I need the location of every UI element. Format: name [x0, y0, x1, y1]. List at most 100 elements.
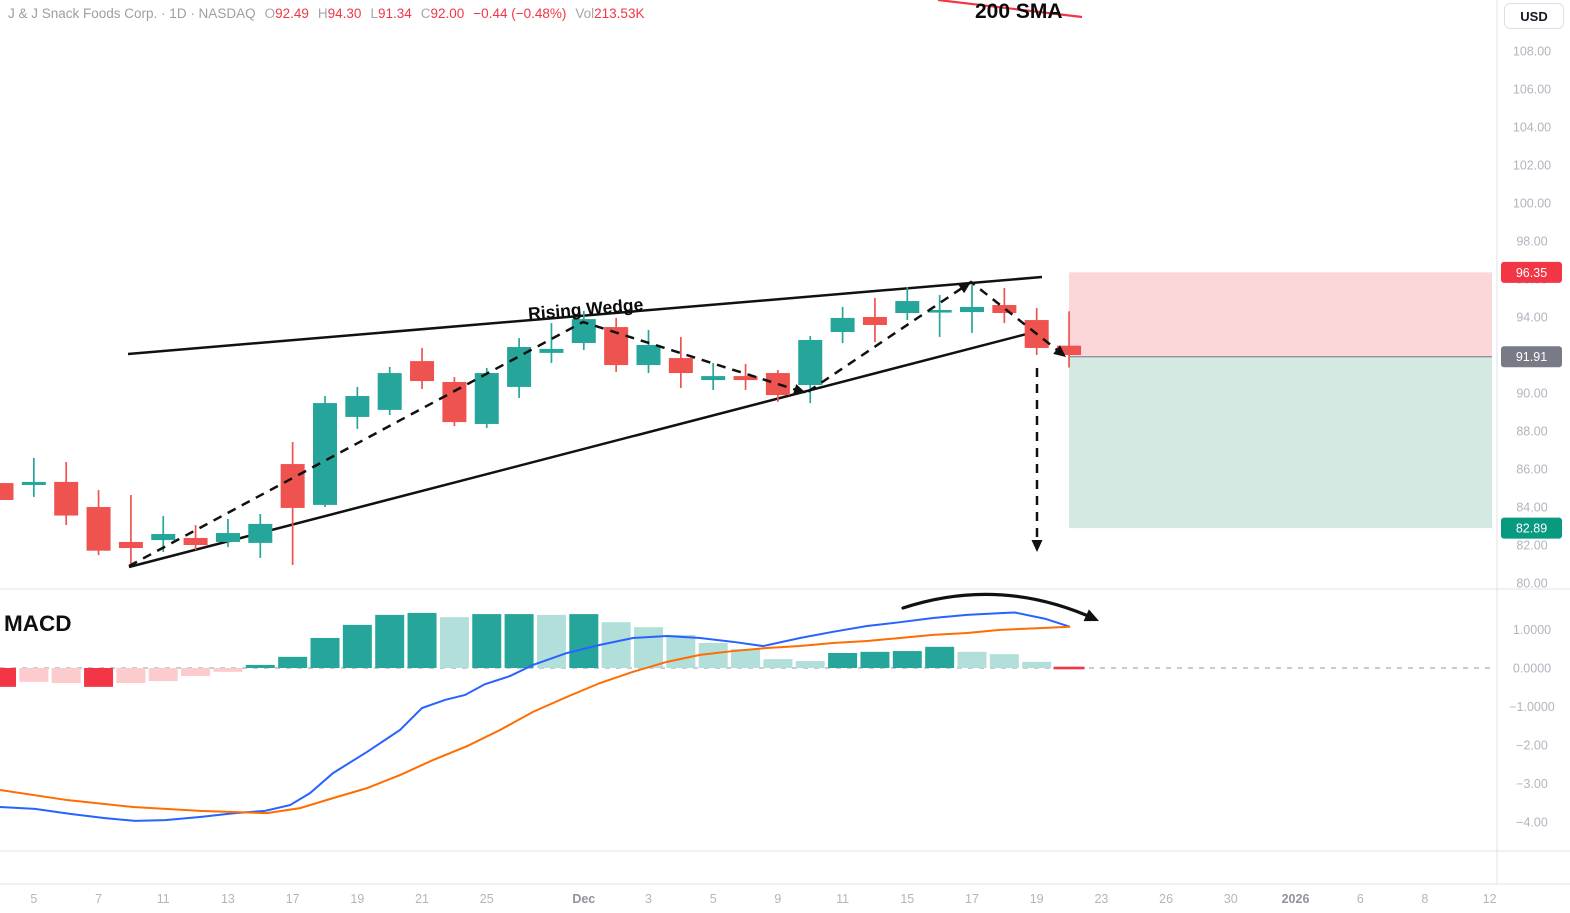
candle [410, 361, 435, 382]
time-axis-tick[interactable]: Dec [572, 892, 595, 906]
ohlc-field: C92.00 [420, 6, 465, 21]
price-badge-stop [1501, 261, 1562, 283]
macd-histogram-bar [213, 668, 243, 672]
reward-zone[interactable] [1069, 356, 1492, 529]
time-axis-tick[interactable]: 3 [645, 892, 652, 906]
macd-histogram-bar [860, 651, 890, 668]
arrowhead-icon [957, 282, 971, 294]
candle [442, 381, 467, 423]
ohlc-field: −0.44 (−0.48%) [473, 6, 567, 21]
macd-axis-tick: −4.00 [1516, 816, 1548, 830]
candle [895, 301, 920, 314]
time-axis-tick[interactable]: 6 [1357, 892, 1364, 906]
macd-histogram-bar [407, 612, 437, 668]
time-axis-tick[interactable]: 26 [1159, 892, 1173, 906]
candle [474, 373, 499, 424]
time-axis-tick[interactable]: 23 [1094, 892, 1108, 906]
candle [377, 373, 402, 410]
price-badge-entry [1501, 346, 1562, 368]
price-axis-tick: 100.00 [1513, 197, 1551, 211]
candle [54, 481, 79, 516]
macd-histogram-bar [569, 614, 599, 668]
macd-rollover-arrow[interactable] [901, 592, 1097, 621]
candle [215, 533, 240, 542]
macd-indicator-label[interactable]: MACD [4, 611, 72, 636]
candle [960, 306, 984, 313]
price-axis-tick: 94.00 [1516, 311, 1547, 325]
macd-histogram-bar [666, 634, 696, 668]
macd-histogram-bar [342, 624, 372, 668]
candle [701, 376, 726, 381]
wedge-lower-trendline[interactable] [128, 328, 1043, 569]
macd-histogram-bar [19, 668, 49, 682]
candle [248, 523, 273, 543]
price-axis-tick: 90.00 [1516, 387, 1547, 401]
candle [507, 347, 532, 387]
macd-signal-line [0, 625, 1071, 815]
time-axis-tick[interactable]: 19 [350, 892, 364, 906]
time-axis-tick[interactable]: 11 [157, 892, 170, 906]
time-axis-tick[interactable]: 8 [1421, 892, 1428, 906]
risk-zone[interactable] [1069, 272, 1492, 357]
elliott-path[interactable] [128, 280, 1067, 568]
macd-axis-tick: −2.00 [1516, 739, 1548, 753]
candle [862, 317, 887, 325]
currency-button[interactable]: USD [1504, 3, 1564, 29]
time-axis-tick[interactable]: 12 [1483, 892, 1497, 906]
arrowhead-icon [1083, 609, 1099, 622]
macd-histogram-bar [731, 649, 761, 668]
time-axis-tick[interactable]: 13 [221, 892, 235, 906]
arrowhead-icon [1053, 345, 1066, 357]
time-axis-tick[interactable]: 30 [1224, 892, 1238, 906]
candle [118, 541, 143, 549]
candle [668, 358, 693, 374]
macd-histogram-bar [892, 651, 922, 668]
ticker-bar: J & J Snack Foods Corp. · 1D · NASDAQ O92… [8, 6, 644, 21]
candle [992, 305, 1017, 314]
macd-histogram-bar [989, 654, 1019, 668]
price-axis-tick: 88.00 [1516, 425, 1547, 439]
symbol-title[interactable]: J & J Snack Foods Corp. · 1D · NASDAQ [8, 6, 256, 21]
time-axis-tick[interactable]: 17 [965, 892, 979, 906]
candle [927, 309, 952, 313]
time-axis-tick[interactable]: 7 [95, 892, 102, 906]
time-axis-tick[interactable]: 25 [480, 892, 494, 906]
price-badge-label: 91.91 [1516, 350, 1547, 364]
time-axis-tick[interactable]: 9 [774, 892, 781, 906]
ohlc-field: O92.49 [264, 6, 309, 21]
sma-annotation-label[interactable]: 200 SMA [975, 0, 1063, 23]
time-axis-tick[interactable]: 17 [286, 892, 300, 906]
time-axis-tick[interactable]: 15 [900, 892, 914, 906]
macd-histogram-bar [634, 627, 663, 668]
time-axis-tick[interactable]: 5 [30, 892, 37, 906]
price-badge-target [1501, 517, 1562, 539]
time-axis-tick[interactable]: 21 [415, 892, 429, 906]
arrowhead-icon [792, 384, 806, 395]
price-axis-tick: 108.00 [1513, 45, 1551, 59]
time-axis-tick[interactable]: 11 [836, 892, 849, 906]
ohlc-readout: O92.49 H94.30 L91.34 C92.00 −0.44 (−0.48%) Vo… [256, 6, 645, 21]
arrowhead-icon [1031, 540, 1043, 552]
sma-line[interactable] [937, 0, 1083, 19]
candle [183, 537, 208, 545]
price-axis-tick: 104.00 [1513, 121, 1551, 135]
wedge-upper-trendline[interactable] [127, 275, 1043, 356]
price-axis-tick: 84.00 [1516, 501, 1547, 515]
time-axis-tick[interactable]: 19 [1030, 892, 1044, 906]
macd-histogram-bar [278, 656, 308, 668]
time-axis-tick[interactable]: 2026 [1282, 892, 1310, 906]
macd-histogram-bar [536, 614, 566, 668]
candle [830, 317, 855, 333]
macd-histogram-bar [925, 646, 955, 668]
macd-axis-tick: −3.00 [1516, 777, 1548, 791]
candle [765, 373, 790, 396]
candle [313, 403, 337, 505]
macd-axis-tick: −1.0000 [1509, 700, 1555, 714]
macd-histogram-bar [116, 668, 146, 684]
candle [280, 464, 305, 508]
macd-histogram-bar [148, 668, 178, 682]
price-axis-tick: 98.00 [1516, 235, 1547, 249]
time-axis-tick[interactable]: 5 [710, 892, 717, 906]
